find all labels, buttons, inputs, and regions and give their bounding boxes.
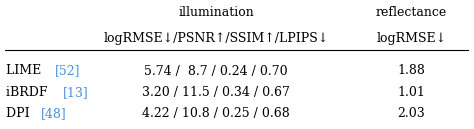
Text: [52]: [52]	[55, 64, 81, 78]
Text: illumination: illumination	[178, 6, 254, 19]
Text: [48]: [48]	[41, 107, 66, 120]
Text: 5.74 /  8.7 / 0.24 / 0.70: 5.74 / 8.7 / 0.24 / 0.70	[144, 64, 288, 78]
Text: 2.03: 2.03	[397, 107, 425, 120]
Text: 4.22 / 10.8 / 0.25 / 0.68: 4.22 / 10.8 / 0.25 / 0.68	[142, 107, 290, 120]
Text: LIME: LIME	[6, 64, 45, 78]
Text: iBRDF: iBRDF	[6, 86, 51, 99]
Text: 1.01: 1.01	[397, 86, 425, 99]
Text: DPI: DPI	[6, 107, 33, 120]
Text: [13]: [13]	[63, 86, 89, 99]
Text: logRMSE↓/PSNR↑/SSIM↑/LPIPS↓: logRMSE↓/PSNR↑/SSIM↑/LPIPS↓	[103, 32, 329, 45]
Text: reflectance: reflectance	[375, 6, 447, 19]
Text: 3.20 / 11.5 / 0.34 / 0.67: 3.20 / 11.5 / 0.34 / 0.67	[142, 86, 290, 99]
Text: 1.88: 1.88	[397, 64, 425, 78]
Text: logRMSE↓: logRMSE↓	[376, 32, 446, 45]
